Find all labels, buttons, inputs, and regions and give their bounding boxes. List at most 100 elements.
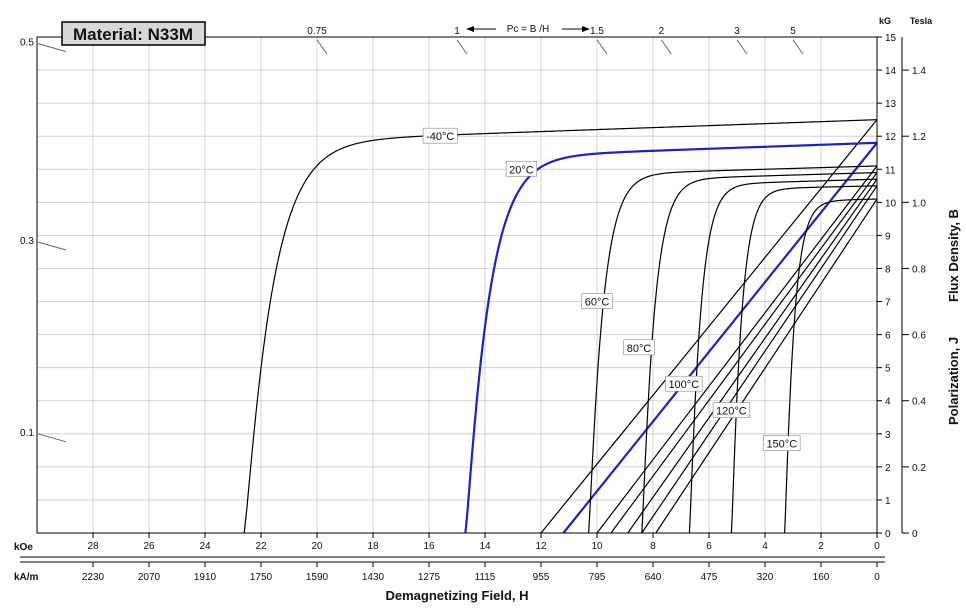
b-line-1	[562, 142, 878, 534]
j-curve-3	[641, 171, 878, 534]
x-axis-title: Demagnetizing Field, H	[385, 588, 528, 603]
y-tick-label-kg: 5	[885, 364, 891, 375]
curve-label-bg	[505, 160, 537, 177]
pc-tick-label-left: 0.5	[20, 38, 34, 49]
curve-label-text: -40°C	[426, 131, 454, 143]
curve-label-bg	[422, 127, 458, 144]
curve-label-text: 80°C	[627, 343, 652, 355]
y-tick-label-tesla: 0	[912, 529, 918, 540]
y-axis-title-j: Polarization, J	[946, 337, 961, 425]
pc-tick-top	[456, 39, 468, 55]
title-box: Material: N33M	[61, 21, 206, 46]
j-curve-6	[784, 198, 878, 534]
x-tick-label-koe: 18	[367, 541, 379, 552]
curve-label-4: 100°C	[665, 375, 703, 392]
x-tick-label-kam: 1590	[306, 572, 329, 583]
x-tick-label-koe: 28	[87, 541, 99, 552]
x-tick-label-kam: 1910	[194, 572, 217, 583]
unit-koe: kOe	[14, 542, 33, 553]
unit-tesla: Tesla	[910, 16, 933, 26]
pc-tick-label-left: 0.1	[20, 428, 34, 439]
pc-tick-label-top: 1	[454, 26, 460, 37]
chart-title: Material: N33M	[73, 25, 193, 44]
pc-tick-left	[37, 43, 67, 53]
y-tick-label-kg: 11	[885, 165, 896, 176]
curve-label-bg	[581, 293, 613, 309]
curve-label-text: 60°C	[585, 297, 610, 309]
x-tick-label-kam: 475	[701, 572, 718, 583]
y-tick-label-kg: 9	[885, 231, 891, 242]
curves	[243, 119, 878, 534]
curve-label-text: 120°C	[716, 406, 747, 418]
x-tick-label-koe: 2	[818, 541, 824, 552]
curve-label-1: 20°C	[505, 160, 537, 177]
y-tick-label-kg: 2	[885, 463, 891, 474]
curve-label-0: -40°C	[422, 127, 458, 144]
x-tick-label-koe: 14	[479, 541, 491, 552]
pc-tick-top	[660, 39, 672, 55]
x-tick-label-kam: 1275	[418, 572, 441, 583]
j-curve-5	[730, 185, 878, 534]
plot-border	[36, 36, 878, 534]
y-tick-label-kg: 7	[885, 298, 891, 309]
y-tick-label-kg: 13	[885, 99, 897, 110]
x-tick-label-koe: 26	[143, 541, 155, 552]
curve-label-text: 100°C	[668, 379, 699, 391]
y-tick-label-tesla: 0.4	[912, 397, 926, 408]
curve-label-6: 150°C	[763, 435, 801, 452]
b-line-6	[655, 198, 878, 534]
curve-label-bg	[623, 339, 655, 356]
y-tick-label-kg: 3	[885, 430, 891, 441]
plot-frame	[20, 36, 903, 563]
pc-tick-left	[37, 241, 67, 251]
curve-labels: -40°C 20°C 60°C 80°C 100°C 120°C 150°C	[422, 127, 801, 452]
pc-tick-label-top: 0.75	[307, 26, 327, 37]
x-tick-label-koe: 20	[311, 541, 323, 552]
b-line-5	[641, 185, 878, 534]
b-line-2	[596, 165, 878, 534]
pc-label-group: Pc = B /H	[466, 24, 590, 35]
pc-tick-left	[37, 433, 67, 443]
grid-lines	[37, 36, 878, 534]
pc-tick-top	[596, 39, 608, 55]
curve-label-2: 60°C	[581, 293, 613, 309]
j-curve-4	[688, 178, 878, 534]
y-tick-label-kg: 1	[885, 496, 891, 507]
x-tick-label-kam: 640	[645, 572, 662, 583]
y-axis-title-b: Flux Density, B	[946, 209, 961, 302]
x-tick-label-koe: 8	[650, 541, 656, 552]
curve-label-bg	[763, 435, 801, 452]
curve-label-bg	[712, 402, 751, 418]
j-curve-2	[588, 165, 878, 534]
x-tick-label-kam: 955	[533, 572, 550, 583]
curve-label-text: 150°C	[766, 439, 797, 451]
curve-label-5: 120°C	[712, 402, 751, 418]
y-tick-label-tesla: 0.6	[912, 331, 926, 342]
curve-label-text: 20°C	[509, 164, 534, 176]
j-curve-1	[464, 141, 878, 534]
pc-label: Pc = B /H	[507, 24, 550, 35]
y-tick-label-kg: 8	[885, 264, 891, 275]
y-tick-label-kg: 0	[885, 529, 891, 540]
b-line-4	[627, 178, 878, 534]
pc-ticks: 0.1 0.3 0.5 0.75 1 1.5 2 3 5	[20, 26, 804, 443]
pc-tick-label-top: 1.5	[590, 26, 604, 37]
pc-tick-label-top: 5	[790, 26, 796, 37]
y-tick-label-tesla: 0.8	[912, 264, 926, 275]
x-tick-label-kam: 795	[589, 572, 606, 583]
x-tick-label-koe: 22	[255, 541, 267, 552]
unit-kam: kA/m	[14, 572, 39, 583]
x-tick-label-koe: 4	[762, 541, 768, 552]
b-line-3	[610, 172, 878, 534]
x-tick-label-kam: 1750	[250, 572, 273, 583]
y-tick-label-tesla: 0.2	[912, 463, 926, 474]
y-tick-label-tesla: 1.4	[912, 66, 926, 77]
pc-tick-label-left: 0.3	[20, 236, 34, 247]
y-tick-label-kg: 6	[885, 331, 891, 342]
x-tick-label-koe: 16	[423, 541, 435, 552]
x-tick-label-koe: 12	[535, 541, 547, 552]
curve-label-bg	[665, 375, 703, 392]
y-tick-label-kg: 14	[885, 66, 897, 77]
